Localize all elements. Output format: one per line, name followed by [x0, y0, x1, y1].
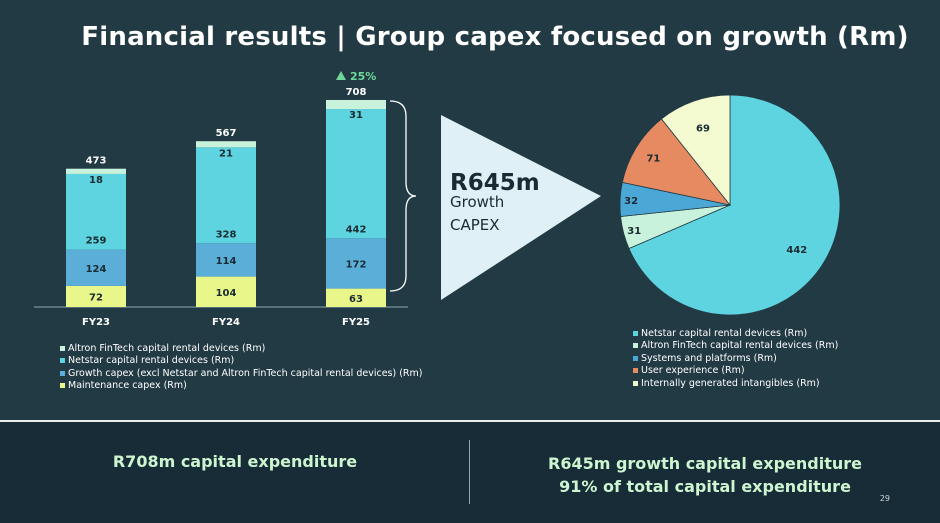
bar-fy24-altron — [196, 141, 256, 148]
bar-total-fy25: 708 — [346, 87, 367, 98]
growth-capex-kpi: R645m growth capital expenditure 91% of … — [470, 452, 940, 498]
bar-label-fy24-altron: 21 — [219, 148, 233, 159]
legend-label: Altron FinTech capital rental devices (R… — [641, 340, 839, 352]
callout-line2: CAPEX — [450, 216, 500, 234]
legend-swatch — [633, 368, 638, 374]
legend-swatch — [633, 380, 638, 386]
x-tick-fy25: FY25 — [342, 317, 370, 328]
bar-label-fy23-altron: 18 — [89, 175, 103, 186]
bar-fy24-growth — [196, 243, 256, 277]
growth-capex-kpi-line1: R645m growth capital expenditure — [548, 454, 862, 473]
legend-item-maintenance: Maintenance capex (Rm) — [60, 380, 423, 393]
pie-legend-item-user-experience: User experience (Rm) — [633, 365, 838, 378]
pie-legend-item-altron: Altron FinTech capital rental devices (R… — [633, 340, 838, 353]
bar-label-fy24-netstar: 328 — [216, 229, 237, 240]
capex-total-kpi: R708m capital expenditure — [112, 452, 358, 471]
callout-line1: Growth — [450, 193, 504, 211]
x-tick-fy24: FY24 — [212, 317, 240, 328]
growth-up-triangle-icon — [336, 71, 346, 80]
pie-slice-netstar — [628, 94, 841, 316]
bar-fy23-netstar — [66, 173, 126, 250]
bar-fy24-netstar — [196, 147, 256, 244]
bar-fy23-altron — [66, 168, 126, 174]
legend-label: Maintenance capex (Rm) — [68, 380, 187, 392]
bar-fy23-maintenance — [66, 285, 126, 307]
bar-fy23-growth — [66, 249, 126, 286]
stacked-bar-chart: 72 124 259 18 473 FY23 104 114 328 21 567 FY24 63 172… — [66, 87, 386, 328]
legend-swatch — [633, 330, 638, 336]
legend-swatch — [60, 370, 65, 376]
legend-item-altron: Altron FinTech capital rental devices (R… — [60, 342, 423, 355]
legend-swatch — [60, 383, 65, 389]
legend-swatch — [60, 358, 65, 364]
bar-label-fy23-growth: 124 — [86, 264, 107, 275]
bar-label-fy24-maintenance: 104 — [216, 288, 237, 299]
callout-amount: R645m — [450, 170, 540, 196]
pie-label-netstar: 442 — [786, 245, 807, 256]
bar-label-fy23-maintenance: 72 — [89, 292, 103, 303]
legend-swatch — [633, 343, 638, 349]
growth-label: 25% — [350, 70, 376, 83]
pie-chart-legend: Netstar capital rental devices (Rm) Altro… — [633, 327, 838, 390]
bar-chart-legend: Altron FinTech capital rental devices (R… — [60, 342, 423, 392]
curly-brace — [389, 100, 417, 292]
pie-slice-user-experience — [621, 118, 732, 206]
pie-label-systems: 32 — [624, 196, 638, 207]
pie-legend-item-netstar: Netstar capital rental devices (Rm) — [633, 327, 838, 340]
bar-fy25-netstar — [326, 109, 386, 239]
section-divider — [0, 420, 940, 422]
bar-fy25-growth — [326, 238, 386, 289]
page-number: 29 — [879, 494, 890, 503]
summary-banner: R708m capital expenditure R645m growth c… — [0, 422, 940, 523]
legend-label: User experience (Rm) — [641, 365, 745, 377]
growth-capex-kpi-line2: 91% of total capital expenditure — [559, 477, 851, 496]
growth-capex-callout-arrow — [441, 115, 601, 300]
legend-label: Growth capex (excl Netstar and Altron Fi… — [68, 367, 423, 379]
x-tick-fy23: FY23 — [82, 317, 110, 328]
pie-label-altron: 31 — [627, 226, 641, 237]
legend-label: Internally generated intangibles (Rm) — [641, 377, 820, 389]
bar-label-fy25-altron: 31 — [349, 110, 363, 121]
bar-fy25-altron — [326, 99, 386, 110]
chart-canvas: 72 124 259 18 473 FY23 104 114 328 21 567 FY24 63 172… — [34, 70, 841, 328]
bar-total-fy24: 567 — [216, 128, 237, 139]
kpi-separator — [469, 440, 470, 504]
growth-capex-pie-chart: 442 31 32 71 69 — [619, 94, 841, 316]
legend-label: Systems and platforms (Rm) — [641, 352, 777, 364]
bar-fy25-maintenance — [326, 288, 386, 307]
bar-label-fy25-growth: 172 — [346, 259, 367, 270]
bar-label-fy25-maintenance: 63 — [349, 294, 363, 305]
legend-label: Netstar capital rental devices (Rm) — [641, 327, 808, 339]
bar-label-fy24-growth: 114 — [216, 256, 237, 267]
pie-legend-item-systems: Systems and platforms (Rm) — [633, 352, 838, 365]
legend-label: Netstar capital rental devices (Rm) — [68, 355, 235, 367]
legend-swatch — [633, 355, 638, 361]
legend-label: Altron FinTech capital rental devices (R… — [68, 342, 266, 354]
legend-item-netstar: Netstar capital rental devices (Rm) — [60, 355, 423, 368]
bar-fy24-maintenance — [196, 276, 256, 307]
pie-label-intangibles: 69 — [696, 124, 710, 135]
pie-legend-item-intangibles: Internally generated intangibles (Rm) — [633, 377, 838, 390]
legend-item-growth: Growth capex (excl Netstar and Altron Fi… — [60, 367, 423, 380]
pie-label-user-experience: 71 — [646, 154, 660, 165]
page-title: Financial results | Group capex focused … — [81, 22, 909, 52]
legend-swatch — [60, 345, 65, 351]
bar-label-fy25-netstar: 442 — [346, 224, 367, 235]
pie-slice-intangibles — [660, 94, 731, 207]
bar-total-fy23: 473 — [86, 156, 107, 167]
bar-label-fy23-netstar: 259 — [86, 236, 107, 247]
